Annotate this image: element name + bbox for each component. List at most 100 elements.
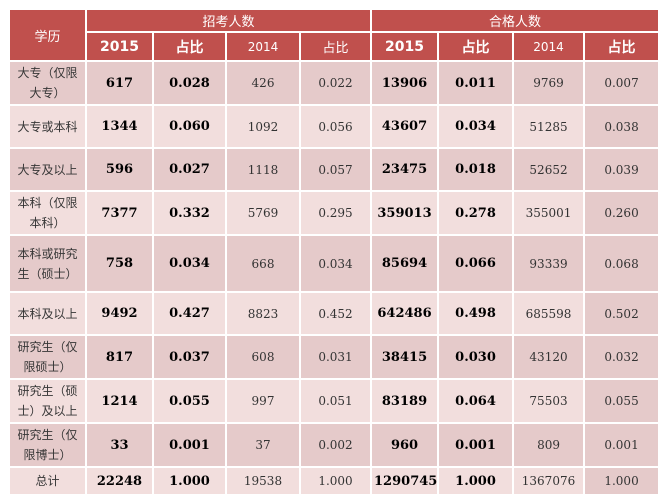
cell-value: 0.332 [152, 190, 227, 236]
cell-value: 22248 [85, 466, 154, 496]
cell-value: 0.295 [298, 190, 373, 236]
table-row: 本科及以上 9492 0.427 8823 0.452 642486 0.498… [8, 291, 661, 336]
cell-value: 608 [225, 334, 301, 380]
row-label: 研究生（仅限硕士） [8, 334, 87, 380]
cell-value: 37 [225, 422, 301, 468]
table-row: 大专及以上 596 0.027 1118 0.057 23475 0.018 5… [8, 147, 661, 192]
cell-value: 13906 [370, 60, 440, 106]
table-row: 研究生（仅限硕士） 817 0.037 608 0.031 38415 0.03… [8, 334, 661, 380]
column-header-qualified-2014-ratio: 占比 [583, 31, 661, 62]
cell-value: 0.002 [298, 422, 373, 468]
cell-value: 19538 [225, 466, 301, 496]
cell-value: 0.018 [437, 147, 515, 192]
cell-value: 83189 [370, 378, 440, 424]
column-header-recruit-2014: 2014 [225, 31, 301, 62]
cell-value: 809 [512, 422, 586, 468]
cell-value: 0.022 [298, 60, 373, 106]
cell-value: 0.037 [152, 334, 227, 380]
cell-value: 0.068 [583, 234, 661, 293]
cell-value: 33 [85, 422, 154, 468]
cell-value: 0.039 [583, 147, 661, 192]
cell-value: 642486 [370, 291, 440, 336]
cell-value: 0.498 [437, 291, 515, 336]
cell-value: 0.032 [583, 334, 661, 380]
cell-value: 23475 [370, 147, 440, 192]
cell-value: 685598 [512, 291, 586, 336]
cell-value: 596 [85, 147, 154, 192]
corner-header-education: 学历 [8, 8, 87, 62]
table-row-total: 总计 22248 1.000 19538 1.000 1290745 1.000… [8, 466, 661, 496]
cell-value: 0.060 [152, 104, 227, 149]
cell-value: 0.034 [437, 104, 515, 149]
cell-value: 0.057 [298, 147, 373, 192]
header-row-groups: 学历 招考人数 合格人数 [8, 8, 661, 62]
cell-value: 1344 [85, 104, 154, 149]
cell-value: 0.278 [437, 190, 515, 236]
cell-value: 0.427 [152, 291, 227, 336]
cell-value: 38415 [370, 334, 440, 380]
table-row: 研究生（硕士）及以上 1214 0.055 997 0.051 83189 0.… [8, 378, 661, 424]
column-header-recruit-2015-ratio: 占比 [152, 31, 227, 62]
cell-value: 1118 [225, 147, 301, 192]
table-row: 大专或本科 1344 0.060 1092 0.056 43607 0.034 … [8, 104, 661, 149]
cell-value: 1.000 [298, 466, 373, 496]
cell-value: 0.001 [583, 422, 661, 468]
row-label: 大专及以上 [8, 147, 87, 192]
cell-value: 0.001 [152, 422, 227, 468]
cell-value: 0.066 [437, 234, 515, 293]
cell-value: 0.055 [152, 378, 227, 424]
column-header-qualified-2015: 2015 [370, 31, 440, 62]
column-header-qualified-2015-ratio: 占比 [437, 31, 515, 62]
group-header-recruit-count: 招考人数 [84, 8, 373, 33]
header-row-years: 2015 占比 2014 占比 2015 占比 2014 占比 [9, 31, 661, 62]
row-label-total: 总计 [8, 466, 87, 496]
cell-value: 0.028 [152, 60, 227, 106]
cell-value: 0.034 [298, 234, 373, 293]
cell-value: 758 [85, 234, 154, 293]
cell-value: 0.034 [152, 234, 227, 293]
row-label: 研究生（仅限博士） [8, 422, 87, 468]
cell-value: 0.064 [437, 378, 515, 424]
cell-value: 1092 [225, 104, 301, 149]
cell-value: 997 [225, 378, 301, 424]
cell-value: 1290745 [370, 466, 440, 496]
column-header-recruit-2014-ratio: 占比 [298, 31, 373, 62]
table-row: 大专（仅限大专） 617 0.028 426 0.022 13906 0.011… [8, 60, 661, 106]
row-label: 大专（仅限大专） [8, 60, 87, 106]
group-header-qualified-count: 合格人数 [370, 8, 661, 33]
cell-value: 960 [370, 422, 440, 468]
cell-value: 426 [225, 60, 301, 106]
cell-value: 359013 [370, 190, 440, 236]
cell-value: 0.260 [583, 190, 661, 236]
cell-value: 617 [85, 60, 154, 106]
table-row: 本科（仅限本科） 7377 0.332 5769 0.295 359013 0.… [8, 190, 661, 236]
table-row: 研究生（仅限博士） 33 0.001 37 0.002 960 0.001 80… [8, 422, 661, 468]
cell-value: 355001 [512, 190, 586, 236]
cell-value: 817 [85, 334, 154, 380]
cell-value: 0.001 [437, 422, 515, 468]
column-header-recruit-2015: 2015 [85, 31, 154, 62]
cell-value: 9769 [512, 60, 586, 106]
cell-value: 0.051 [298, 378, 373, 424]
cell-value: 43120 [512, 334, 586, 380]
cell-value: 0.502 [583, 291, 661, 336]
table-row: 本科或研究生（硕士） 758 0.034 668 0.034 85694 0.0… [8, 234, 661, 293]
cell-value: 0.452 [298, 291, 373, 336]
cell-value: 8823 [225, 291, 301, 336]
cell-value: 0.007 [583, 60, 661, 106]
cell-value: 0.030 [437, 334, 515, 380]
cell-value: 5769 [225, 190, 301, 236]
cell-value: 668 [225, 234, 301, 293]
cell-value: 85694 [370, 234, 440, 293]
cell-value: 0.055 [583, 378, 661, 424]
cell-value: 1.000 [437, 466, 515, 496]
cell-value: 0.027 [152, 147, 227, 192]
cell-value: 52652 [512, 147, 586, 192]
row-label: 本科及以上 [8, 291, 87, 336]
cell-value: 0.038 [583, 104, 661, 149]
cell-value: 51285 [512, 104, 586, 149]
cell-value: 9492 [85, 291, 154, 336]
row-label: 本科或研究生（硕士） [8, 234, 87, 293]
cell-value: 1367076 [512, 466, 586, 496]
row-label: 本科（仅限本科） [8, 190, 87, 236]
